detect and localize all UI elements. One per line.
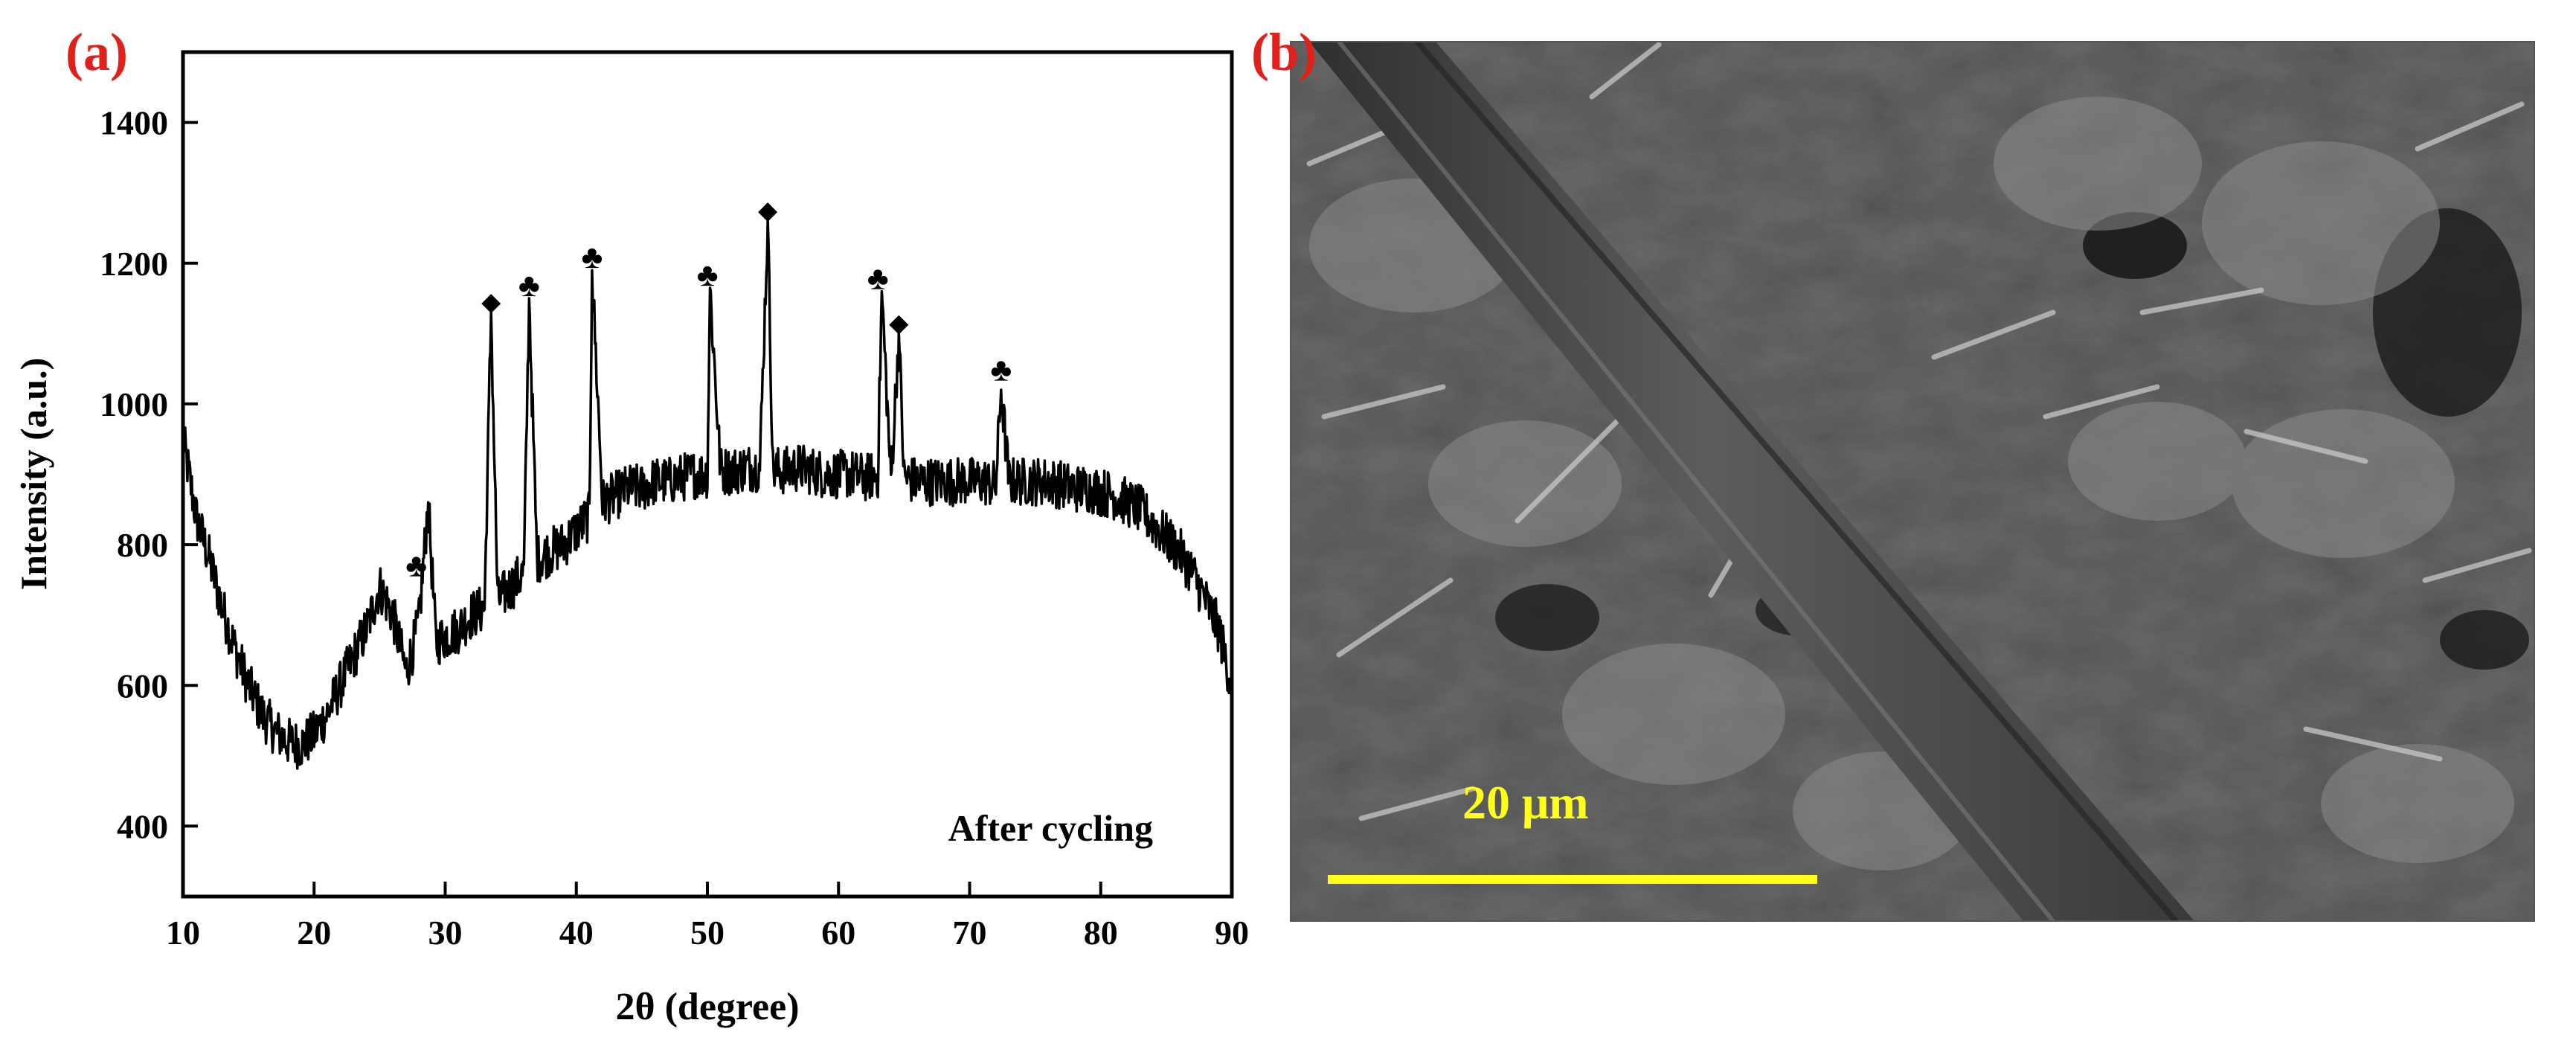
sem-image: (b) 20 μm	[1251, 22, 2535, 922]
x-tick-label: 40	[559, 914, 594, 952]
y-axis-ticks: 400 600 800 1000 1200 1400	[100, 104, 198, 845]
y-tick-label: 1200	[100, 245, 168, 283]
club-peak-marker: ♣	[581, 239, 603, 275]
y-tick-label: 1400	[100, 104, 168, 142]
club-peak-marker: ♣	[990, 352, 1012, 388]
y-axis-label: Intensity (a.u.)	[13, 358, 54, 591]
x-tick-label: 70	[953, 914, 987, 952]
club-peak-marker: ♣	[697, 257, 719, 293]
diamond-peak-marker: ◆	[758, 197, 778, 225]
x-tick-label: 20	[297, 914, 331, 952]
diamond-peak-marker: ◆	[889, 309, 909, 337]
club-peak-marker: ♣	[405, 547, 427, 583]
x-axis-label: 2θ (degree)	[615, 986, 799, 1028]
x-tick-label: 50	[690, 914, 725, 952]
x-tick-label: 90	[1215, 914, 1249, 952]
annotation-after-cycling: After cycling	[948, 807, 1153, 849]
club-peak-marker: ♣	[867, 260, 889, 297]
club-peak-marker: ♣	[518, 267, 540, 304]
x-axis-ticks: 10 20 30 40 50 60 70 80 90	[166, 882, 1249, 952]
panel-label-b: (b)	[1251, 22, 1317, 82]
y-tick-label: 600	[117, 667, 168, 705]
diamond-peak-marker: ◆	[481, 289, 501, 316]
peak-markers: ♣◆ ♣♣ ♣◆♣◆♣	[405, 197, 1012, 583]
scale-bar-label: 20 μm	[1462, 776, 1589, 829]
y-tick-label: 800	[117, 526, 168, 564]
x-tick-label: 30	[428, 914, 463, 952]
xrd-chart: (a) 400 600 800 1000 1200 1400 10 20 30 40 50 60 70…	[13, 22, 1249, 1028]
panel-label-a: (a)	[65, 22, 128, 82]
y-tick-label: 1000	[100, 385, 168, 423]
x-tick-label: 80	[1084, 914, 1118, 952]
x-tick-label: 10	[166, 914, 200, 952]
y-tick-label: 400	[117, 807, 168, 845]
xrd-trace	[182, 219, 1233, 770]
x-tick-label: 60	[821, 914, 855, 952]
sem-fiber	[1309, 42, 2194, 921]
